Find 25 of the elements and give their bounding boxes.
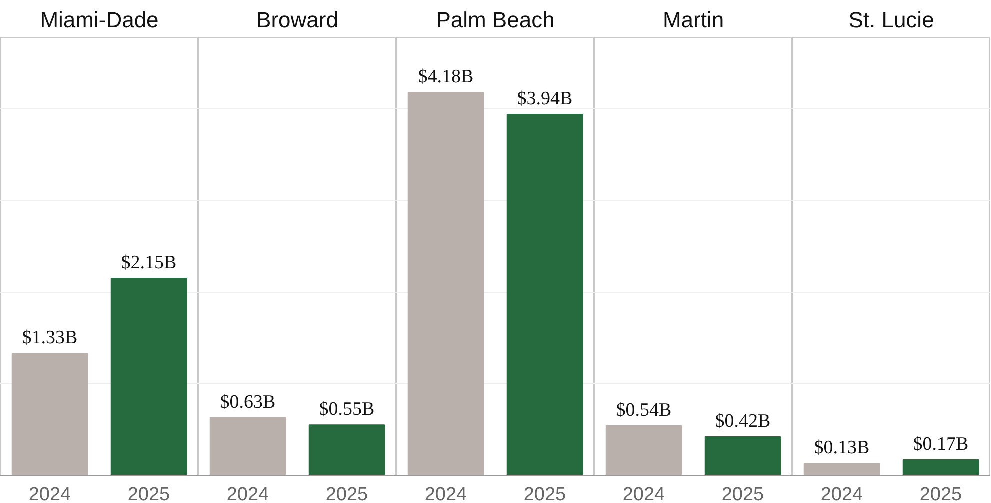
chart-title: Miami-Dade xyxy=(40,8,159,32)
data-label: $3.94B xyxy=(517,88,573,110)
x-tick-label: 2025 xyxy=(128,484,170,503)
data-label: $0.54B xyxy=(616,400,672,422)
chart-title: Palm Beach xyxy=(436,8,555,32)
x-tick-label: 2024 xyxy=(28,484,72,503)
chart-title: Broward xyxy=(256,8,338,32)
chart-title: Martin xyxy=(662,8,724,32)
data-label: $0.42B xyxy=(715,411,771,432)
x-tick-label: 2024 xyxy=(226,484,270,503)
x-tick-label: 2025 xyxy=(920,484,962,503)
data-label: $2.15B xyxy=(121,252,177,274)
data-label: $0.63B xyxy=(220,392,276,413)
data-label: $4.18B xyxy=(418,66,474,88)
x-tick-label: 2024 xyxy=(424,484,468,503)
x-tick-label: 2025 xyxy=(524,484,566,503)
x-tick-label: 2024 xyxy=(820,484,864,503)
x-tick-label: 2025 xyxy=(722,484,764,503)
data-label: $0.13B xyxy=(814,438,870,459)
data-label: $0.55B xyxy=(319,399,375,420)
data-label: $0.17B xyxy=(913,434,969,455)
data-label: $1.33B xyxy=(22,328,78,349)
chart-title: St. Lucie xyxy=(848,8,934,32)
x-tick-label: 2025 xyxy=(326,484,368,503)
x-tick-label: 2024 xyxy=(622,484,666,503)
